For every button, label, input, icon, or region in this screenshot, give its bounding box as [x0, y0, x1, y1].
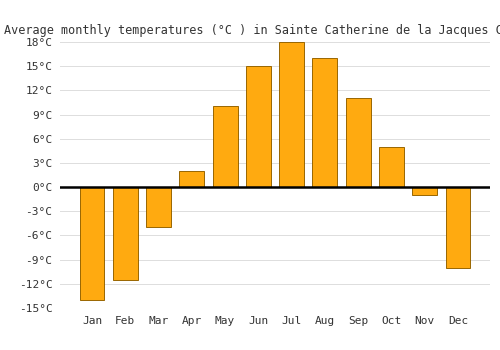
Bar	[180, 171, 204, 187]
Title: Average monthly temperatures (°C ) in Sainte Catherine de la Jacques Cartier: Average monthly temperatures (°C ) in Sa…	[4, 24, 500, 37]
Bar	[312, 58, 338, 187]
Bar	[146, 187, 171, 228]
Bar	[113, 187, 138, 280]
Bar	[446, 187, 470, 268]
Bar	[346, 98, 370, 187]
Bar	[412, 187, 437, 195]
Bar	[212, 106, 238, 187]
Bar	[379, 147, 404, 187]
Bar	[80, 187, 104, 300]
Bar	[246, 66, 271, 187]
Bar	[279, 42, 304, 187]
